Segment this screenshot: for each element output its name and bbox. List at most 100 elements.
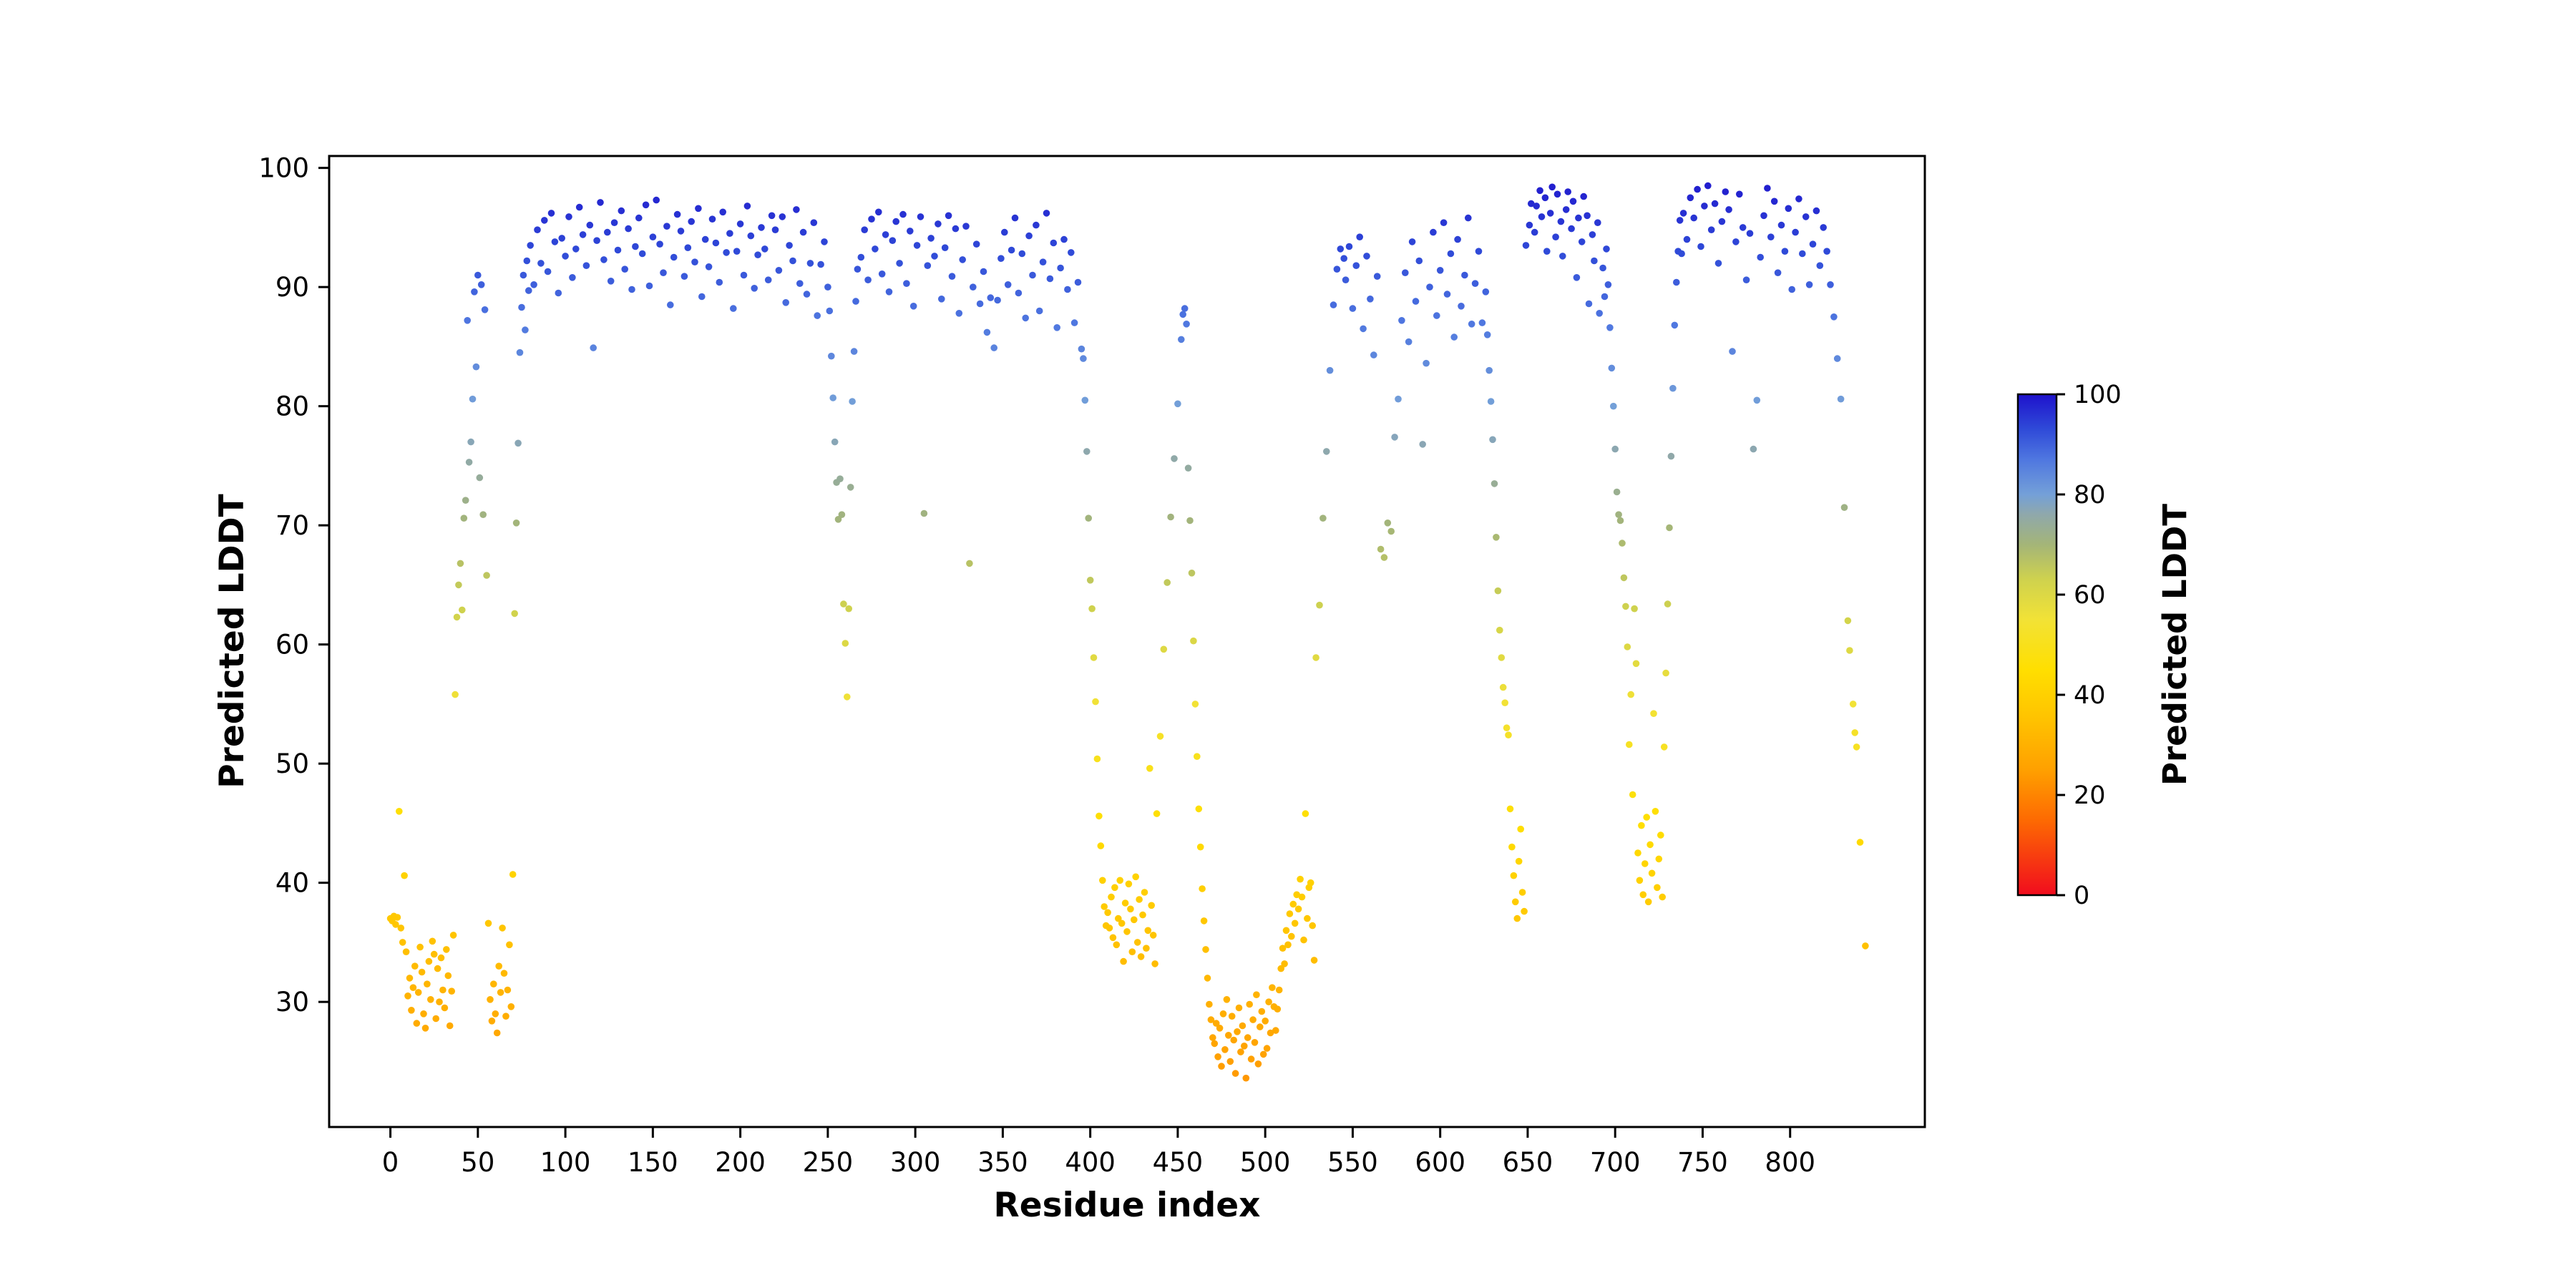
data-point: [1638, 821, 1645, 829]
data-point: [972, 240, 980, 248]
data-point: [1008, 246, 1015, 254]
data-point: [1805, 281, 1813, 288]
data-point: [983, 328, 991, 336]
data-point: [506, 941, 513, 949]
data-point: [1853, 743, 1860, 751]
data-point: [1200, 917, 1208, 924]
data-point: [483, 572, 490, 579]
data-point: [1291, 919, 1299, 927]
data-point: [1106, 924, 1113, 932]
data-point: [1070, 319, 1078, 326]
data-point: [1606, 324, 1614, 331]
data-point: [394, 914, 401, 921]
data-point: [670, 253, 678, 261]
data-point: [663, 223, 670, 230]
data-point: [441, 1004, 449, 1012]
data-point: [565, 213, 572, 220]
data-point: [695, 205, 702, 213]
data-point: [597, 199, 604, 206]
data-point: [437, 954, 445, 962]
data-point: [537, 260, 545, 267]
data-point: [1475, 248, 1483, 255]
data-point: [1231, 1070, 1239, 1077]
data-point: [789, 257, 796, 265]
data-point: [1792, 228, 1799, 236]
data-point: [1468, 321, 1475, 328]
data-point: [990, 344, 997, 351]
data-point: [1573, 274, 1581, 281]
data-point: [1384, 519, 1392, 527]
data-point: [761, 245, 769, 253]
data-point: [497, 989, 504, 996]
data-point: [1450, 333, 1458, 341]
data-point: [625, 225, 632, 233]
data-point: [786, 242, 793, 249]
data-point: [1650, 710, 1657, 717]
data-point: [1538, 213, 1546, 220]
data-point: [1669, 384, 1677, 392]
data-point: [1352, 262, 1360, 270]
data-point: [1367, 296, 1374, 303]
data-point: [1548, 183, 1556, 191]
data-point: [607, 278, 615, 285]
data-point: [931, 253, 938, 260]
data-point: [1643, 814, 1650, 821]
data-point: [465, 459, 473, 466]
data-point: [1494, 587, 1502, 595]
data-point: [775, 267, 783, 274]
data-point: [1461, 271, 1468, 279]
data-point: [677, 228, 685, 235]
data-point: [1589, 231, 1596, 238]
data-point: [850, 348, 858, 355]
data-point: [1729, 348, 1736, 355]
data-point: [562, 253, 569, 260]
data-point: [754, 251, 761, 259]
colorbar: [2016, 393, 2058, 897]
data-point: [1230, 1036, 1237, 1044]
data-point: [1018, 250, 1026, 258]
data-point: [1844, 617, 1852, 625]
data-point: [459, 606, 466, 614]
data-point: [1671, 321, 1679, 329]
tick-label: 250: [803, 1147, 854, 1178]
y-axis-ticks: 30 40 50 60 70 80 90 100: [258, 153, 329, 1018]
data-point: [1153, 810, 1161, 817]
data-point: [1398, 317, 1405, 324]
data-point: [1199, 885, 1206, 892]
data-point: [425, 957, 433, 965]
data-point: [1053, 324, 1060, 331]
data-point: [1856, 839, 1864, 846]
data-point: [448, 987, 455, 995]
data-point: [834, 516, 842, 523]
data-point: [1701, 203, 1708, 210]
data-point: [1615, 511, 1622, 518]
data-point: [1419, 441, 1426, 448]
data-point: [1113, 941, 1121, 949]
data-point: [632, 243, 639, 250]
data-point: [396, 808, 403, 815]
data-point: [401, 872, 408, 879]
tick-label: 20: [2074, 781, 2106, 810]
data-point: [927, 235, 935, 242]
data-point: [1218, 1063, 1225, 1070]
data-point: [1183, 321, 1190, 328]
data-point: [1543, 248, 1551, 255]
data-point: [758, 224, 765, 231]
data-point: [868, 215, 875, 223]
data-point: [740, 271, 748, 279]
tick-label: 650: [1503, 1147, 1553, 1178]
data-point: [1415, 257, 1423, 265]
data-point: [1629, 791, 1636, 799]
data-point: [443, 946, 450, 953]
data-point: [1599, 264, 1606, 272]
data-point: [1141, 889, 1148, 896]
data-point: [590, 344, 597, 351]
tick-label: 50: [275, 748, 309, 779]
data-point: [444, 972, 452, 980]
data-point: [420, 1010, 427, 1018]
data-point: [1148, 902, 1155, 909]
data-point: [1259, 1050, 1267, 1058]
tick-label: 400: [1065, 1147, 1116, 1178]
data-point: [1513, 914, 1521, 922]
data-point: [907, 228, 914, 235]
